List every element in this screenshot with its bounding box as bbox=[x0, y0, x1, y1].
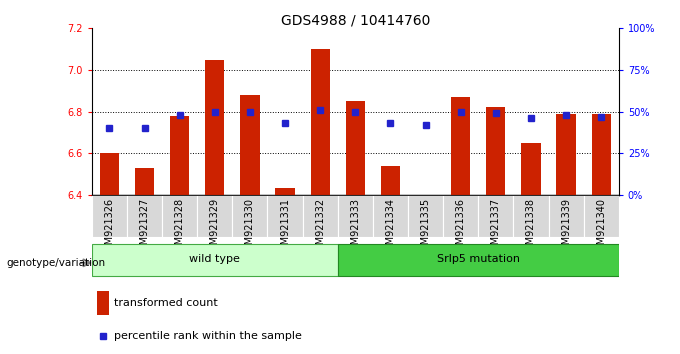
Text: GSM921339: GSM921339 bbox=[561, 198, 571, 257]
Text: Srlp5 mutation: Srlp5 mutation bbox=[437, 255, 520, 264]
Text: GSM921333: GSM921333 bbox=[350, 198, 360, 257]
Title: GDS4988 / 10414760: GDS4988 / 10414760 bbox=[281, 13, 430, 27]
Text: transformed count: transformed count bbox=[114, 298, 218, 308]
Bar bbox=[345, 101, 365, 195]
Bar bbox=[373, 195, 408, 237]
Bar bbox=[127, 195, 162, 237]
Text: GSM921337: GSM921337 bbox=[491, 198, 501, 257]
Text: GSM921331: GSM921331 bbox=[280, 198, 290, 257]
Bar bbox=[275, 188, 294, 195]
Bar bbox=[197, 195, 233, 237]
Text: GSM921340: GSM921340 bbox=[596, 198, 607, 257]
Bar bbox=[478, 195, 513, 237]
Bar bbox=[267, 195, 303, 237]
Bar bbox=[486, 107, 505, 195]
Bar bbox=[303, 195, 338, 237]
Text: GSM921328: GSM921328 bbox=[175, 198, 185, 257]
Bar bbox=[338, 244, 619, 276]
Bar bbox=[556, 114, 576, 195]
Text: GSM921327: GSM921327 bbox=[139, 198, 150, 257]
Text: percentile rank within the sample: percentile rank within the sample bbox=[114, 331, 302, 342]
Bar bbox=[92, 244, 338, 276]
Text: GSM921338: GSM921338 bbox=[526, 198, 536, 257]
Bar bbox=[338, 195, 373, 237]
Text: GSM921332: GSM921332 bbox=[315, 198, 325, 257]
Bar bbox=[162, 195, 197, 237]
Text: GSM921334: GSM921334 bbox=[386, 198, 396, 257]
Bar bbox=[583, 195, 619, 237]
Bar bbox=[205, 59, 224, 195]
Bar bbox=[451, 97, 471, 195]
Bar bbox=[240, 95, 260, 195]
Bar bbox=[522, 143, 541, 195]
Text: GSM921329: GSM921329 bbox=[209, 198, 220, 257]
Bar bbox=[408, 195, 443, 237]
Bar bbox=[443, 195, 478, 237]
Text: wild type: wild type bbox=[189, 255, 240, 264]
Text: GSM921326: GSM921326 bbox=[104, 198, 114, 257]
Text: GSM921330: GSM921330 bbox=[245, 198, 255, 257]
Bar bbox=[549, 195, 583, 237]
Bar bbox=[92, 195, 127, 237]
Text: GSM921335: GSM921335 bbox=[420, 198, 430, 257]
Bar bbox=[170, 116, 189, 195]
Text: GSM921336: GSM921336 bbox=[456, 198, 466, 257]
Bar bbox=[100, 153, 119, 195]
Bar bbox=[381, 166, 400, 195]
Bar bbox=[311, 49, 330, 195]
Text: genotype/variation: genotype/variation bbox=[7, 258, 106, 268]
Bar bbox=[97, 291, 109, 315]
Bar bbox=[135, 168, 154, 195]
Bar bbox=[513, 195, 549, 237]
Bar bbox=[592, 114, 611, 195]
Bar bbox=[233, 195, 267, 237]
